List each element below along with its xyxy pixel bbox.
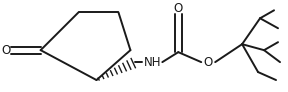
Text: O: O — [1, 44, 10, 57]
Text: O: O — [174, 2, 183, 15]
Text: O: O — [204, 56, 213, 69]
Text: NH: NH — [144, 56, 161, 69]
